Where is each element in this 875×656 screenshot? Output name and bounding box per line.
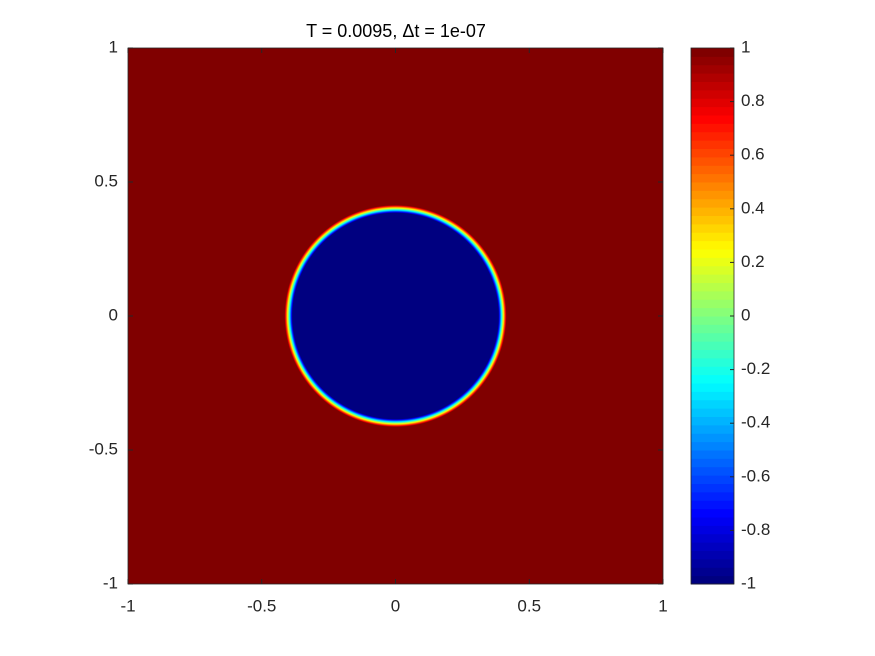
colorbar-swatch [691, 131, 734, 141]
colorbar-tick-label: 1 [741, 37, 750, 56]
colorbar-swatch [691, 517, 734, 526]
colorbar-swatch [691, 408, 734, 417]
colorbar-swatch [691, 357, 734, 367]
colorbar-swatch [691, 257, 734, 267]
colorbar-swatch [691, 156, 734, 166]
colorbar-tick-label: 0 [741, 305, 750, 324]
colorbar-swatch [691, 307, 734, 317]
colorbar-swatch [691, 399, 734, 409]
colorbar-swatch [691, 282, 734, 292]
colorbar-swatch [691, 558, 734, 568]
colorbar-swatch [691, 366, 734, 376]
colorbar-swatch [691, 89, 734, 99]
colorbar-swatch [691, 182, 734, 191]
colorbar-swatch [691, 190, 734, 200]
x-tick-label: 1 [658, 596, 667, 615]
colorbar-swatch [691, 173, 734, 183]
y-tick-label: 0 [109, 305, 118, 324]
y-tick-label: 0.5 [94, 171, 118, 190]
colorbar-swatch [691, 123, 734, 133]
x-tick-label: 0.5 [517, 596, 541, 615]
colorbar-swatch [691, 349, 734, 359]
x-tick-label: 0 [391, 596, 400, 615]
x-tick-label: -0.5 [247, 596, 276, 615]
colorbar-swatch [691, 433, 734, 443]
colorbar-swatch [691, 299, 734, 309]
colorbar-swatch [691, 542, 734, 551]
droplet [284, 204, 507, 428]
colorbar-swatch [691, 391, 734, 401]
colorbar-swatch [691, 466, 734, 476]
colorbar-swatch [691, 324, 734, 334]
colorbar-swatch [691, 81, 734, 91]
colorbar-tick-label: -1 [741, 573, 756, 592]
colorbar-swatch [691, 441, 734, 451]
colorbar-swatch [691, 165, 734, 175]
colorbar-swatch [691, 458, 734, 468]
colorbar-swatch [691, 232, 734, 242]
colorbar-swatch [691, 207, 734, 216]
colorbar-swatch [691, 475, 734, 484]
colorbar-swatch [691, 290, 734, 300]
colorbar-swatch [691, 98, 734, 108]
colorbar-swatch [691, 198, 734, 208]
colorbar-swatch [691, 383, 734, 392]
chart-title: T = 0.0095, Δt = 1e-07 [306, 21, 486, 41]
colorbar-swatch [691, 550, 734, 560]
colorbar-swatch [691, 73, 734, 82]
colorbar-swatch [691, 341, 734, 350]
colorbar-tick-label: -0.2 [741, 359, 770, 378]
colorbar-swatch [691, 450, 734, 459]
colorbar-swatch [691, 424, 734, 434]
colorbar-swatch [691, 140, 734, 149]
colorbar-tick-label: -0.6 [741, 466, 770, 485]
colorbar-swatch [691, 148, 734, 158]
x-tick-label: -1 [120, 596, 135, 615]
colorbar-swatch [691, 223, 734, 233]
colorbar-swatch [691, 64, 734, 74]
colorbar-tick-label: -0.8 [741, 520, 770, 539]
colorbar-swatch [691, 106, 734, 116]
colorbar-tick-label: 0.8 [741, 91, 765, 110]
y-tick-label: -1 [103, 573, 118, 592]
colorbar-swatch [691, 491, 734, 501]
colorbar-swatch [691, 274, 734, 283]
colorbar-swatch [691, 215, 734, 225]
colorbar-swatch [691, 48, 734, 57]
colorbar-swatch [691, 240, 734, 250]
colorbar-tick-label: 0.4 [741, 198, 765, 217]
colorbar-swatch [691, 332, 734, 342]
colorbar-tick-label: 0.2 [741, 252, 765, 271]
colorbar-swatch [691, 500, 734, 510]
colorbar-swatch [691, 416, 734, 426]
colorbar-swatch [691, 525, 734, 535]
colorbar-tick-label: 0.6 [741, 145, 765, 164]
colorbar-tick-label: -0.4 [741, 413, 770, 432]
colorbar-swatch [691, 265, 734, 275]
colorbar-swatch [691, 575, 734, 585]
y-tick-label: 1 [109, 37, 118, 56]
colorbar-swatch [691, 56, 734, 66]
colorbar-swatch [691, 533, 734, 543]
colorbar-swatch [691, 567, 734, 577]
colorbar-swatch [691, 374, 734, 384]
colorbar-swatch [691, 316, 734, 325]
colorbar-swatch [691, 508, 734, 518]
colorbar-swatch [691, 249, 734, 258]
y-tick-label: -0.5 [89, 439, 118, 458]
colorbar-swatch [691, 115, 734, 124]
colorbar-swatch [691, 483, 734, 493]
